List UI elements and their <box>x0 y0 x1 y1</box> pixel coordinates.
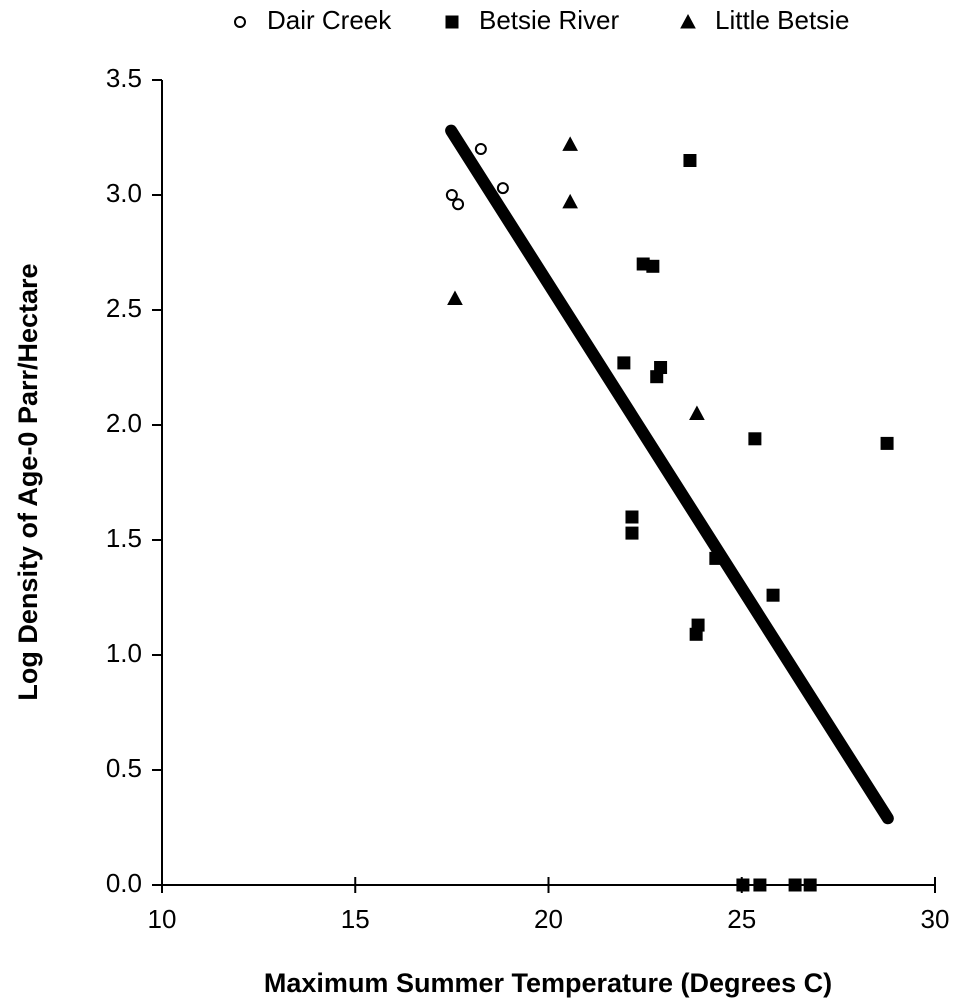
point <box>625 510 639 524</box>
legend-marker <box>680 13 696 29</box>
point <box>646 259 660 273</box>
point <box>496 182 509 195</box>
y-tick-label: 2.5 <box>106 293 142 323</box>
point <box>683 154 697 167</box>
point <box>880 436 894 450</box>
point <box>689 627 703 641</box>
point <box>562 193 578 209</box>
x-tick-label: 20 <box>534 904 563 934</box>
point <box>625 526 639 540</box>
legend-marker <box>234 16 246 28</box>
point <box>452 198 465 211</box>
x-tick-label: 30 <box>921 904 950 934</box>
y-tick-label: 1.5 <box>106 523 142 553</box>
point <box>562 136 578 151</box>
legend-label: Little Betsie <box>715 5 849 35</box>
legend-marker <box>445 15 459 29</box>
point <box>803 878 817 892</box>
y-tick-label: 3.0 <box>106 178 142 208</box>
x-tick-label: 15 <box>341 904 370 934</box>
y-tick-label: 1.0 <box>106 638 142 668</box>
x-tick-label: 25 <box>727 904 756 934</box>
point <box>753 878 767 892</box>
point <box>617 356 631 370</box>
point <box>788 878 802 892</box>
legend-label: Betsie River <box>479 5 619 35</box>
x-axis-title: Maximum Summer Temperature (Degrees C) <box>264 968 832 998</box>
legend-label: Dair Creek <box>267 5 392 35</box>
point <box>766 588 780 602</box>
point <box>474 143 487 155</box>
y-tick-label: 0.0 <box>106 868 142 898</box>
point <box>445 189 458 201</box>
y-tick-label: 3.5 <box>106 63 142 93</box>
point <box>447 290 463 305</box>
x-tick-label: 10 <box>148 904 177 934</box>
trendline <box>445 124 894 825</box>
point <box>748 432 762 446</box>
y-tick-label: 0.5 <box>106 753 142 783</box>
y-tick-label: 2.0 <box>106 408 142 438</box>
point <box>689 405 705 420</box>
point <box>709 551 723 565</box>
point <box>736 878 750 892</box>
y-axis-title: Log Density of Age-0 Parr/Hectare <box>13 263 43 700</box>
point <box>650 370 664 384</box>
